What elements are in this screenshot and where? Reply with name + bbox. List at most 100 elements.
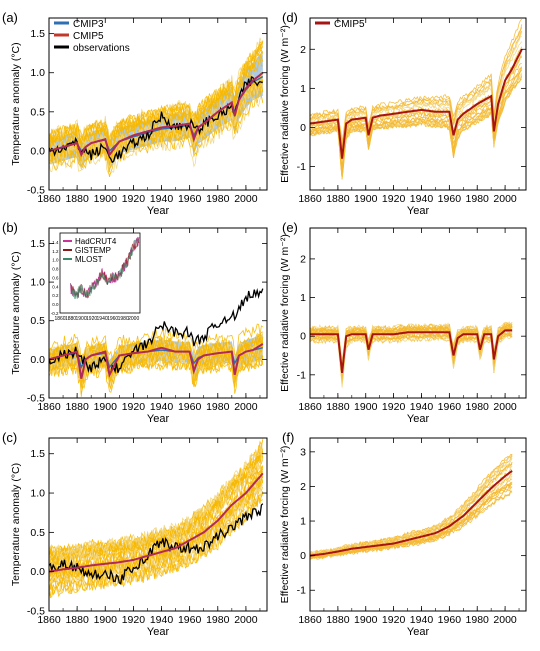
- inset-y-tick-label: 0.6: [52, 275, 59, 280]
- ensemble-member-line: [49, 90, 264, 178]
- x-tick-label: 1920: [122, 614, 146, 626]
- panel-b: 1860 1880 1900 1920 1940 1960 1980 2000-0.50.00…: [2, 220, 268, 425]
- x-tick-label: 1940: [410, 193, 434, 205]
- y-tick-label: 1.5: [30, 238, 45, 250]
- y-tick-label: 1.5: [30, 448, 45, 460]
- x-axis-label: Year: [407, 413, 430, 425]
- y-tick-label: -0.5: [27, 393, 45, 405]
- ensemble-member-line: [49, 490, 264, 596]
- y-tick-label: 0: [300, 122, 306, 134]
- y-tick-label: 1.0: [30, 488, 45, 500]
- ensemble-member-line: [49, 355, 264, 394]
- cmip5-mean-line: [310, 329, 513, 374]
- y-axis-label: Temperature anomaly (°C): [10, 463, 22, 586]
- x-tick-label: 1960: [438, 614, 462, 626]
- panel-label: (a): [2, 10, 18, 25]
- panel-label: (c): [2, 430, 17, 445]
- ensemble-member-line: [49, 439, 264, 559]
- ensemble-member-line: [310, 334, 513, 388]
- y-tick-label: -1: [297, 161, 306, 173]
- ensemble-member-line: [49, 41, 264, 143]
- x-axis-label: Year: [407, 626, 430, 638]
- y-tick-label: 1: [300, 292, 306, 304]
- y-axis-label: Temperature anomaly (°C): [10, 251, 22, 374]
- ensemble-member-line: [49, 449, 263, 559]
- y-tick-label: 2: [300, 481, 306, 493]
- plot-area: [49, 287, 264, 397]
- y-tick-label: 0.0: [30, 354, 45, 366]
- x-tick-label: 1920: [382, 401, 406, 413]
- y-tick-label: -1: [297, 369, 306, 381]
- x-tick-label: 1980: [466, 614, 490, 626]
- x-tick-label: 1900: [354, 614, 378, 626]
- x-tick-label: 1860: [298, 614, 322, 626]
- x-tick-label: 1980: [206, 193, 230, 205]
- x-tick-label: 2000: [493, 401, 517, 413]
- inset-x-tick-label: 1880: [65, 316, 76, 322]
- y-tick-label: 0.5: [30, 527, 45, 539]
- y-tick-label: 0.5: [30, 315, 45, 327]
- y-tick-label: 0.0: [30, 566, 45, 578]
- x-tick-label: 1900: [354, 193, 378, 205]
- x-axis-label: Year: [147, 626, 170, 638]
- legend-entry: observations: [73, 43, 130, 54]
- y-tick-label: 1: [300, 83, 306, 95]
- x-tick-label: 1900: [94, 401, 118, 413]
- y-tick-label: 2: [300, 253, 306, 265]
- x-tick-label: 1940: [150, 614, 174, 626]
- inset-y-tick-label: 0.2: [52, 293, 59, 298]
- x-tick-label: 1880: [65, 193, 89, 205]
- x-tick-label: 2000: [234, 614, 258, 626]
- y-tick-label: -0.5: [27, 606, 45, 618]
- cmip5-mean-line: [310, 48, 523, 159]
- inset-y-tick-label: 1.2: [52, 249, 59, 254]
- cmip5-mean-line: [49, 71, 264, 158]
- inset-chart: 1860 1880 1900 1920 1940 1960 1980 2000 -0.2 0.0 0…: [51, 232, 141, 322]
- panel-a: 1860 1880 1900 1920 1940 1960 1980 2000 -0.5 0.0 0…: [2, 10, 268, 217]
- x-axis-label: Year: [407, 205, 430, 217]
- x-tick-label: 1900: [94, 193, 118, 205]
- ensemble-member-line: [310, 455, 513, 555]
- inset-frame: [59, 232, 141, 314]
- plot-frame: [48, 17, 268, 191]
- ensemble-member-line: [310, 18, 523, 142]
- panel-label: (f): [282, 430, 294, 445]
- x-tick-label: 1900: [94, 614, 118, 626]
- inset-y-tick-label: 1.0: [52, 258, 59, 263]
- inset-x-tick-label: 1980: [118, 316, 129, 322]
- x-tick-label: 2000: [234, 193, 258, 205]
- observations-line: [49, 503, 264, 585]
- x-tick-label: 1880: [65, 614, 89, 626]
- panel-label: (b): [2, 220, 18, 235]
- ensemble-member-line: [310, 70, 523, 177]
- x-tick-label: 1880: [326, 614, 350, 626]
- y-tick-label: 0.5: [30, 106, 45, 118]
- x-tick-label: 1900: [354, 401, 378, 413]
- y-tick-label: 1.5: [30, 28, 45, 40]
- x-tick-label: 1880: [326, 193, 350, 205]
- ensemble-member-line: [310, 67, 522, 170]
- inset-y-tick-label: -0.2: [51, 311, 59, 316]
- x-tick-label: 1940: [410, 401, 434, 413]
- x-tick-label: 1940: [150, 401, 174, 413]
- cmip5-mean-line: [310, 470, 513, 557]
- inset-x-tick-label: 1920: [86, 316, 97, 322]
- y-tick-label: 2: [300, 44, 306, 56]
- y-tick-label: 0.0: [30, 145, 45, 157]
- x-tick-label: 1920: [382, 193, 406, 205]
- x-tick-label: 1860: [37, 401, 61, 413]
- observations-line: [49, 287, 264, 377]
- plot-frame: [309, 227, 527, 399]
- ensemble-member-line: [310, 27, 523, 148]
- ensemble-member-line: [49, 348, 264, 384]
- inset-legend-entry: HadCRUT4: [75, 237, 117, 246]
- y-tick-label: -1: [297, 585, 306, 597]
- ensemble-member-line: [310, 36, 522, 151]
- inset-legend-entry: GISTEMP: [75, 246, 111, 255]
- x-axis-label: Year: [147, 205, 170, 217]
- x-tick-label: 1960: [178, 401, 202, 413]
- inset-x-tick-label: 1960: [107, 316, 118, 322]
- panel-d: 1860 1880 1900 1920 1940 1960 1980 2000 -1 0 1 2 Yea…: [279, 10, 527, 217]
